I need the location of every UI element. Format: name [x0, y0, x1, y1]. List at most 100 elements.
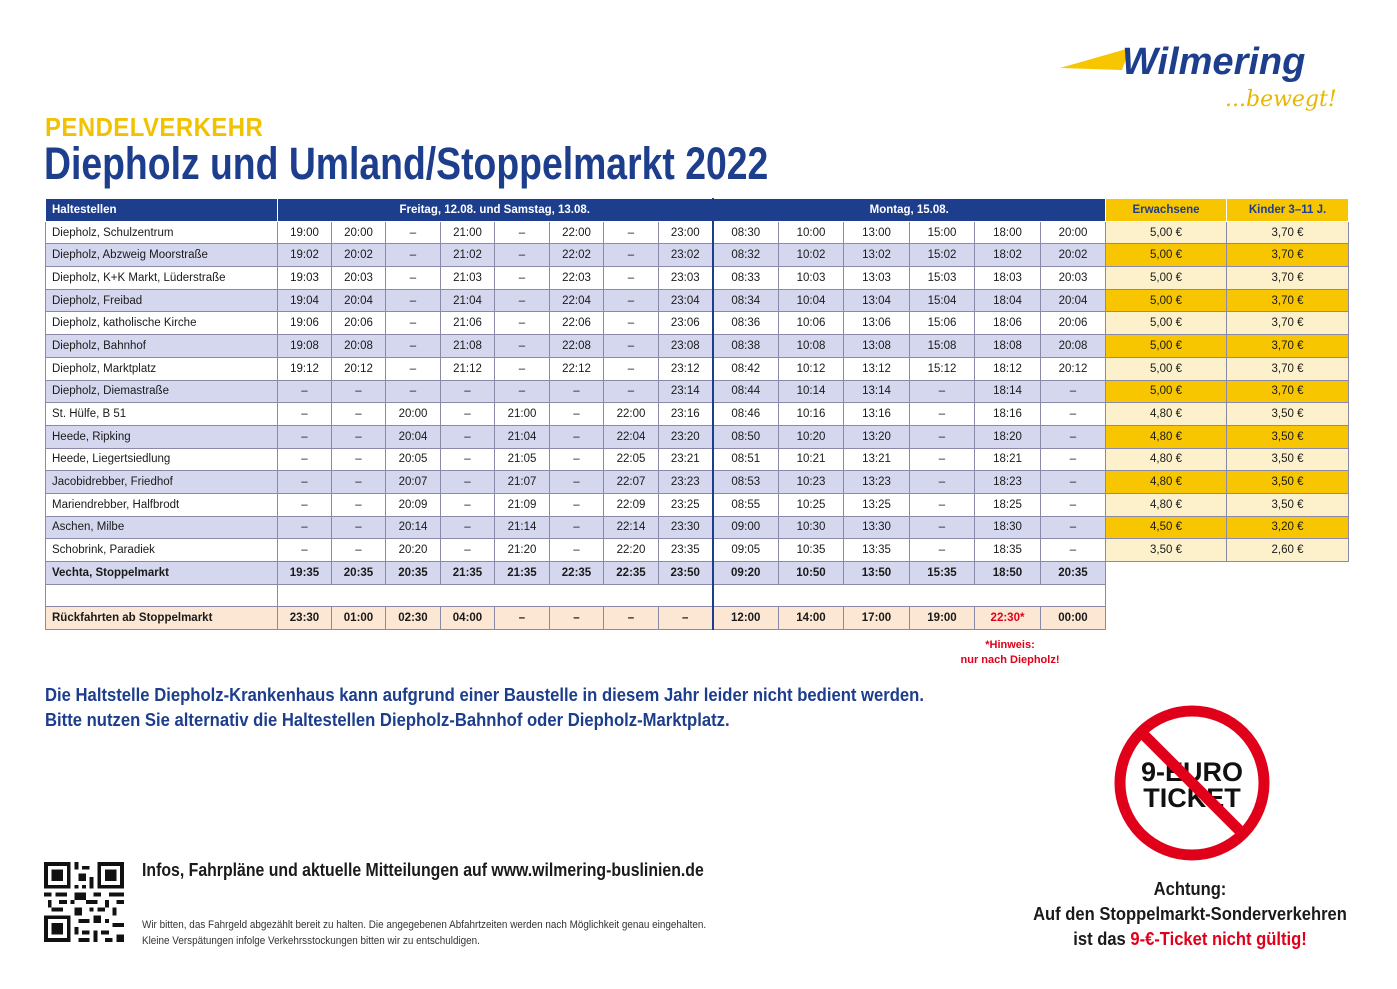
departure-time-friday: 21:02: [440, 243, 495, 268]
stop-name: Diepholz, katholische Kirche: [45, 311, 278, 336]
departure-time-monday: 13:20: [843, 424, 910, 449]
return-hint: *Hinweis: nur nach Diepholz!: [960, 638, 1060, 668]
departure-time-monday: 10:00: [778, 220, 844, 245]
departure-time-monday: 13:00: [843, 220, 910, 245]
departure-time-friday: 19:00: [277, 220, 332, 245]
departure-time-friday: 23:23: [658, 470, 713, 494]
departure-time-monday: 10:02: [778, 243, 844, 268]
table-row: Jacobidrebber, Friedhof – –20:07–21:07–22:…: [45, 470, 1349, 494]
departure-time-monday: 13:04: [843, 288, 910, 313]
departure-time-friday: 23:06: [658, 311, 713, 336]
return-time-monday: 22:30*: [974, 606, 1041, 631]
spacer-cell: [45, 583, 278, 608]
stop-name: St. Hülfe, B 51: [45, 402, 278, 426]
col-header-stops: Haltestellen: [45, 198, 278, 222]
departure-time-friday: –: [494, 379, 550, 404]
stop-name: Diepholz, Abzweig Moorstraße: [45, 243, 278, 268]
departure-time-friday: –: [331, 538, 386, 562]
stop-name: Diepholz, Diemastraße: [45, 379, 278, 404]
qr-code[interactable]: [44, 862, 124, 942]
departure-time-monday: 18:00: [974, 220, 1041, 245]
departure-time-friday: 23:03: [658, 266, 713, 290]
departure-time-friday: 22:12: [549, 356, 604, 381]
departure-time-friday: –: [277, 538, 332, 562]
col-header-child: Kinder 3–11 J.: [1226, 198, 1349, 222]
departure-time-friday: 22:07: [603, 470, 659, 494]
fine-print: Wir bitten, das Fahrgeld abgezählt berei…: [142, 917, 706, 949]
price-child: 3,70 €: [1226, 243, 1349, 268]
departure-time-friday: –: [440, 470, 495, 494]
return-time-monday: 12:00: [711, 606, 779, 631]
departure-time-monday: 10:20: [778, 424, 844, 449]
departure-time-monday: 08:51: [711, 447, 779, 472]
departure-time-monday: 18:08: [974, 334, 1041, 358]
departure-time-friday: –: [603, 311, 659, 336]
departure-time-friday: –: [385, 379, 441, 404]
departure-time-monday: 10:25: [778, 492, 844, 517]
col-header-monday: Montag, 15.08.: [711, 198, 1106, 222]
departure-time-friday: –: [331, 470, 386, 494]
table-row: Heede, Liegertsiedlung – –20:05–21:05–22:0…: [45, 447, 1349, 472]
arrival-time-friday: 20:35: [385, 561, 441, 585]
price-adult: 4,80 €: [1105, 424, 1227, 449]
departure-time-monday: 15:03: [909, 266, 975, 290]
departure-time-monday: 18:06: [974, 311, 1041, 336]
table-row: Diepholz, K+K Markt, Lüderstraße 19:03 20:…: [45, 266, 1349, 290]
departure-time-monday: 20:04: [1040, 288, 1106, 313]
departure-time-monday: 08:36: [711, 311, 779, 336]
no-9-euro-ticket-sign: 9-EURO TICKET: [1112, 703, 1272, 863]
departure-time-friday: 23:04: [658, 288, 713, 313]
departure-time-monday: 20:02: [1040, 243, 1106, 268]
departure-time-friday: 20:12: [331, 356, 386, 381]
departure-time-friday: 23:16: [658, 402, 713, 426]
departure-time-friday: –: [277, 402, 332, 426]
empty-cell: [1226, 561, 1349, 585]
arrival-time-monday: 13:50: [843, 561, 910, 585]
departure-time-friday: 19:08: [277, 334, 332, 358]
departure-time-monday: 18:12: [974, 356, 1041, 381]
departure-time-friday: 23:30: [658, 515, 713, 540]
departure-time-monday: 18:02: [974, 243, 1041, 268]
departure-time-friday: –: [603, 243, 659, 268]
price-adult: 5,00 €: [1105, 220, 1227, 245]
price-adult: 3,50 €: [1105, 538, 1227, 562]
qr-code-graphic: [44, 862, 124, 942]
departure-time-friday: –: [385, 356, 441, 381]
departure-time-friday: –: [603, 379, 659, 404]
warning-line-3: ist das 9-€-Ticket nicht gültig!: [1024, 927, 1355, 952]
departure-time-friday: 22:09: [603, 492, 659, 517]
departure-time-friday: 21:03: [440, 266, 495, 290]
departure-time-friday: 19:02: [277, 243, 332, 268]
table-row: Diepholz, Schulzentrum 19:00 20:00–21:00–2…: [45, 220, 1349, 245]
departure-time-monday: 10:14: [778, 379, 844, 404]
table-row: Diepholz, Bahnhof 19:08 20:08–21:08–22:08–…: [45, 334, 1349, 358]
departure-time-monday: 08:33: [711, 266, 779, 290]
departure-time-monday: 13:14: [843, 379, 910, 404]
price-adult: 5,00 €: [1105, 334, 1227, 358]
departure-time-monday: 13:23: [843, 470, 910, 494]
info-website-text: Infos, Fahrpläne und aktuelle Mitteilung…: [142, 860, 704, 880]
spacer-row: [45, 583, 1349, 608]
departure-time-monday: 20:12: [1040, 356, 1106, 381]
ticket-warning: Achtung: Auf den Stoppelmarkt-Sonderverk…: [1024, 877, 1355, 952]
departure-time-monday: 09:05: [711, 538, 779, 562]
departure-time-friday: 22:20: [603, 538, 659, 562]
departure-time-monday: 15:04: [909, 288, 975, 313]
departure-time-monday: –: [1040, 447, 1106, 472]
price-child: 2,60 €: [1226, 538, 1349, 562]
return-time-friday: 04:00: [440, 606, 495, 631]
stop-name: Diepholz, Schulzentrum: [45, 220, 278, 245]
departure-time-friday: 23:08: [658, 334, 713, 358]
departure-time-friday: 20:02: [331, 243, 386, 268]
table-row: Aschen, Milbe – –20:14–21:14–22:14 23:30 09:…: [45, 515, 1349, 540]
departure-time-friday: 21:07: [494, 470, 550, 494]
stop-name: Schobrink, Paradiek: [45, 538, 278, 562]
departure-time-monday: 15:06: [909, 311, 975, 336]
price-child: 3,20 €: [1226, 515, 1349, 540]
departure-time-friday: 21:08: [440, 334, 495, 358]
departure-time-friday: 21:14: [494, 515, 550, 540]
spacer-cell: [711, 583, 1106, 608]
departure-time-monday: 10:12: [778, 356, 844, 381]
departure-time-monday: 08:34: [711, 288, 779, 313]
departure-time-monday: 20:06: [1040, 311, 1106, 336]
